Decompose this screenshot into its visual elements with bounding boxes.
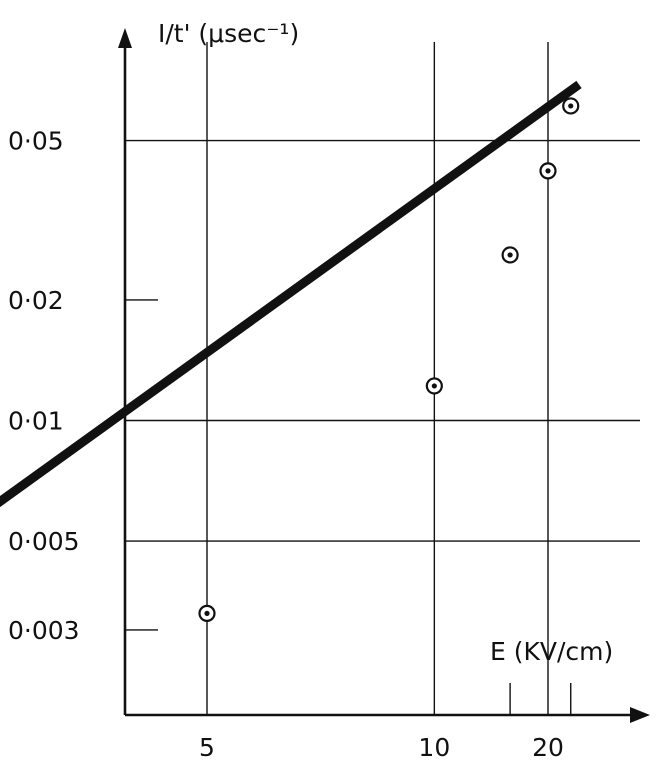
grid-lines	[125, 42, 640, 715]
y-tick-label-1: 0·005	[8, 527, 80, 556]
axes	[118, 28, 650, 723]
data-point-2	[425, 377, 443, 395]
y-tick-label-2: 0·01	[8, 407, 64, 436]
data-point-center-2	[431, 383, 437, 389]
data-point-5	[562, 97, 580, 115]
data-point-center-3	[507, 252, 513, 258]
y-tick-label-3: 0·02	[8, 286, 64, 315]
data-point-3	[501, 246, 519, 264]
tick-marks	[125, 299, 572, 715]
y-tick-label-0: 0·003	[8, 616, 80, 645]
y-tick-label-4: 0·05	[8, 127, 64, 156]
data-point-center-4	[545, 168, 551, 174]
x-tick-label-2: 10	[418, 733, 450, 762]
data-point-1	[198, 604, 216, 622]
data-point-center-5	[568, 103, 574, 109]
data-point-center-1	[204, 610, 210, 616]
x-tick-label-4: 20	[532, 733, 564, 762]
y-axis-label: I/t' (μsec⁻¹)	[158, 19, 299, 48]
y-axis-arrowhead	[118, 28, 132, 48]
x-tick-label-1: 5	[199, 733, 215, 762]
x-axis-label: E (KV/cm)	[490, 637, 613, 666]
data-points	[198, 97, 580, 622]
fit-line	[0, 80, 582, 508]
data-point-4	[539, 162, 557, 180]
x-axis-arrowhead	[630, 707, 650, 723]
